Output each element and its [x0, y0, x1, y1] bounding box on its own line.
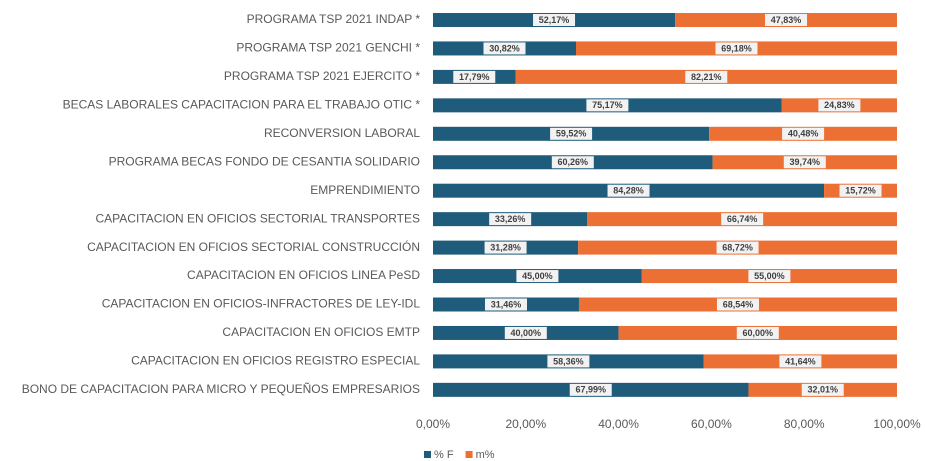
legend-label: m% — [476, 449, 495, 461]
value-label-bg — [721, 213, 764, 226]
value-label: 68,54% — [723, 299, 754, 309]
category-label: CAPACITACION EN OFICIOS SECTORIAL CONSTR… — [87, 239, 420, 254]
value-label: 67,99% — [575, 385, 606, 395]
value-label: 47,83% — [771, 15, 802, 25]
value-label-bg — [504, 326, 547, 339]
x-tick-label: 0,00% — [416, 417, 450, 431]
value-label-bg — [586, 99, 629, 112]
x-tick-label: 100,00% — [873, 417, 921, 431]
value-label-bg — [716, 241, 759, 254]
x-tick-label: 80,00% — [784, 417, 825, 431]
value-label-bg — [801, 383, 844, 396]
value-label: 41,64% — [785, 356, 816, 366]
category-label: PROGRAMA TSP 2021 GENCHI * — [236, 41, 420, 55]
value-label-bg — [516, 270, 559, 283]
value-label: 32,01% — [807, 385, 838, 395]
value-label-bg — [569, 383, 612, 396]
x-tick-label: 60,00% — [691, 417, 732, 431]
value-label: 17,79% — [459, 72, 490, 82]
category-label: CAPACITACION EN OFICIOS LINEA PeSD — [187, 268, 420, 282]
value-label-bg — [783, 156, 826, 169]
value-label-bg — [547, 355, 590, 368]
legend-label: % F — [434, 449, 454, 461]
category-label: CAPACITACION EN OFICIOS-INFRACTORES DE L… — [102, 297, 421, 311]
value-label-bg — [716, 298, 759, 311]
legend-swatch — [424, 451, 431, 458]
category-label: PROGRAMA TSP 2021 INDAP * — [247, 12, 421, 26]
category-label: BONO DE CAPACITACION PARA MICRO Y PEQUEÑ… — [22, 382, 420, 396]
value-label-bg — [748, 270, 791, 283]
value-label: 31,28% — [490, 242, 521, 252]
category-label: CAPACITACION EN OFICIOS EMTP — [222, 325, 420, 339]
value-label-bg — [685, 70, 728, 83]
value-label-bg — [782, 127, 825, 140]
value-label-bg — [483, 42, 526, 55]
value-label-bg — [715, 42, 758, 55]
value-label: 39,74% — [790, 157, 821, 167]
value-label: 69,18% — [721, 43, 752, 53]
category-label: EMPRENDIMIENTO — [310, 183, 420, 197]
value-label: 31,46% — [491, 299, 522, 309]
x-tick-label: 20,00% — [505, 417, 546, 431]
value-label-bg — [551, 156, 594, 169]
value-label: 45,00% — [522, 271, 553, 281]
value-label-bg — [607, 184, 650, 197]
value-label-bg — [533, 14, 576, 26]
value-label: 52,17% — [539, 15, 570, 25]
value-label: 40,48% — [788, 129, 819, 139]
value-label: 75,17% — [592, 100, 623, 110]
value-label: 15,72% — [845, 186, 876, 196]
value-label: 55,00% — [754, 271, 785, 281]
category-label: CAPACITACION EN OFICIOS SECTORIAL TRANSP… — [95, 211, 420, 225]
value-label-bg — [550, 127, 593, 140]
legend-swatch — [465, 451, 473, 458]
value-label-bg — [779, 355, 822, 368]
value-label: 59,52% — [556, 129, 587, 139]
x-tick-label: 40,00% — [598, 417, 639, 431]
category-label: PROGRAMA BECAS FONDO DE CESANTIA SOLIDAR… — [109, 154, 420, 168]
value-label: 24,83% — [824, 100, 855, 110]
value-label: 60,00% — [743, 328, 774, 338]
value-label: 30,82% — [489, 43, 520, 53]
value-label-bg — [765, 14, 808, 26]
value-label-bg — [484, 298, 527, 311]
value-label-bg — [484, 241, 527, 254]
category-label: BECAS LABORALES CAPACITACION PARA EL TRA… — [63, 98, 421, 112]
category-label: PROGRAMA TSP 2021 EJERCITO * — [224, 69, 420, 83]
value-label: 60,26% — [558, 157, 589, 167]
value-label: 58,36% — [553, 356, 584, 366]
value-label-bg — [453, 70, 496, 83]
value-label: 33,26% — [495, 214, 526, 224]
value-label: 40,00% — [511, 328, 542, 338]
value-label-bg — [839, 184, 882, 197]
category-label: CAPACITACION EN OFICIOS REGISTRO ESPECIA… — [131, 354, 420, 368]
value-label-bg — [489, 213, 532, 226]
value-label-bg — [818, 99, 861, 112]
value-label: 68,72% — [722, 242, 753, 252]
category-label: RECONVERSION LABORAL — [264, 126, 420, 140]
value-label: 84,28% — [613, 186, 644, 196]
value-label-bg — [736, 326, 779, 339]
value-label: 82,21% — [691, 72, 722, 82]
value-label: 66,74% — [727, 214, 758, 224]
